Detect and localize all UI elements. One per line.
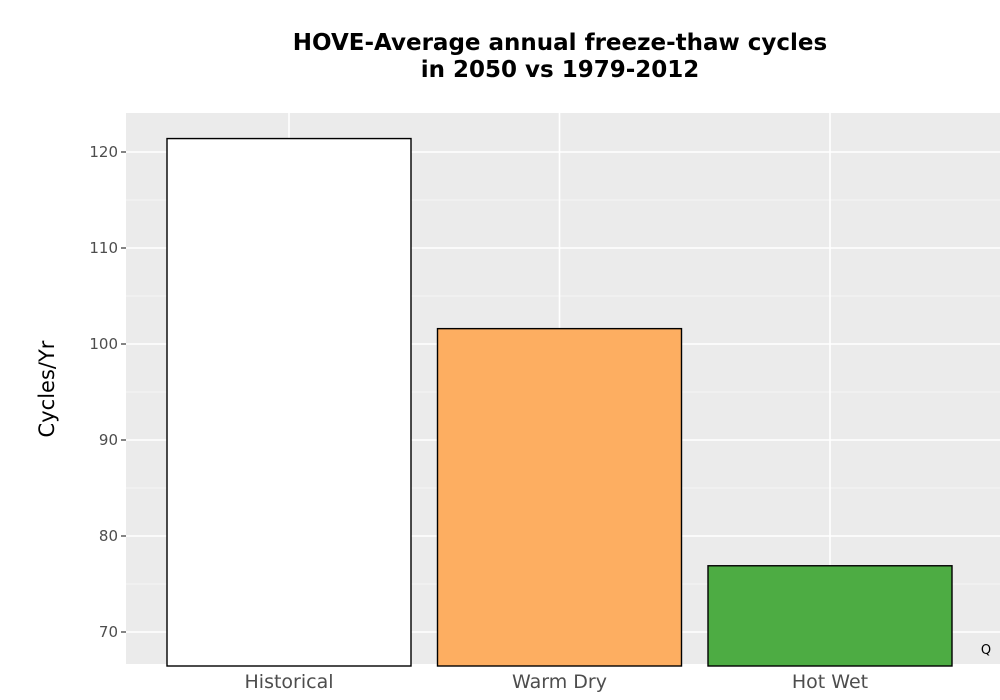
x-tick-label: Warm Dry bbox=[512, 671, 607, 693]
y-axis: 70 80 90 100 110 120 bbox=[89, 143, 126, 641]
bars bbox=[166, 137, 953, 667]
bar-historical bbox=[166, 137, 412, 667]
x-axis: Historical Warm Dry Hot Wet bbox=[245, 671, 869, 693]
corner-annotation: Q bbox=[981, 643, 991, 658]
y-tick-label: 120 bbox=[89, 143, 118, 161]
bar-hot-wet bbox=[707, 565, 953, 667]
y-tick-label: 110 bbox=[89, 239, 118, 257]
chart-title: HOVE-Average annual freeze-thaw cycles i… bbox=[120, 30, 1000, 84]
y-axis-label: Cycles/Yr bbox=[35, 340, 59, 437]
chart-title-line-1: HOVE-Average annual freeze-thaw cycles bbox=[292, 30, 828, 56]
y-tick-label: 80 bbox=[99, 527, 118, 545]
x-tick-label: Historical bbox=[245, 671, 334, 693]
y-tick-label: 90 bbox=[99, 431, 118, 449]
bar-warm-dry bbox=[436, 327, 683, 667]
y-tick-label: 100 bbox=[89, 335, 118, 353]
x-tick-label: Hot Wet bbox=[792, 671, 868, 693]
y-tick-label: 70 bbox=[99, 623, 118, 641]
chart-title-line-2: in 2050 vs 1979-2012 bbox=[420, 57, 700, 83]
